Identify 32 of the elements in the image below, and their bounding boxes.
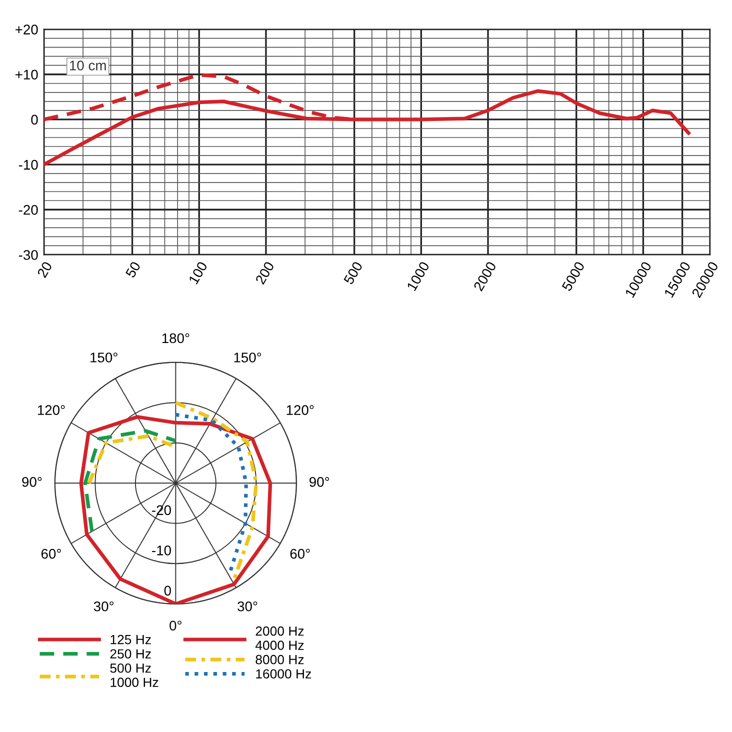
x-tick-label: 20 (36, 260, 52, 278)
spoke-label: 90° (310, 477, 330, 487)
spoke-label: 30° (238, 601, 258, 612)
y-tick-label: -10 (152, 546, 171, 556)
y-tick-label: -20 (18, 204, 38, 215)
spoke-label: 0° (170, 620, 182, 631)
y-tick-label: -30 (18, 250, 38, 260)
y-tick-label: 0 (164, 586, 171, 596)
y-tick-label: +20 (15, 24, 38, 34)
x-tick-label: 100 (188, 260, 208, 285)
y-tick-label: 0 (31, 114, 38, 125)
legend-label: 500 Hz 1000 Hz (110, 663, 158, 688)
y-tick-label: -10 (18, 160, 38, 170)
x-tick-label: 500 (343, 260, 363, 285)
spoke-label: 60° (41, 548, 61, 559)
legend-label: 125 Hz (110, 634, 151, 644)
spoke-label: 180° (162, 333, 190, 344)
text: 10 cm (70, 60, 106, 70)
legend-label: 8000 Hz (256, 654, 304, 664)
spoke-label: 120° (286, 405, 314, 415)
legend-label: 2000 Hz 4000 Hz (255, 626, 304, 650)
spoke-label: 150° (90, 352, 118, 362)
spoke-label: 90° (22, 477, 42, 487)
spoke-label: 120° (38, 405, 65, 415)
spoke-label: 30° (94, 601, 114, 612)
legend-label: 250 Hz (110, 649, 151, 659)
spoke-label: 60° (290, 548, 310, 559)
y-tick-label: +10 (15, 70, 38, 80)
spoke-label: 150° (234, 352, 262, 362)
legend-label: 16000 Hz (256, 669, 311, 679)
x-tick-label: 50 (125, 260, 141, 278)
x-tick-label: 200 (255, 260, 275, 285)
